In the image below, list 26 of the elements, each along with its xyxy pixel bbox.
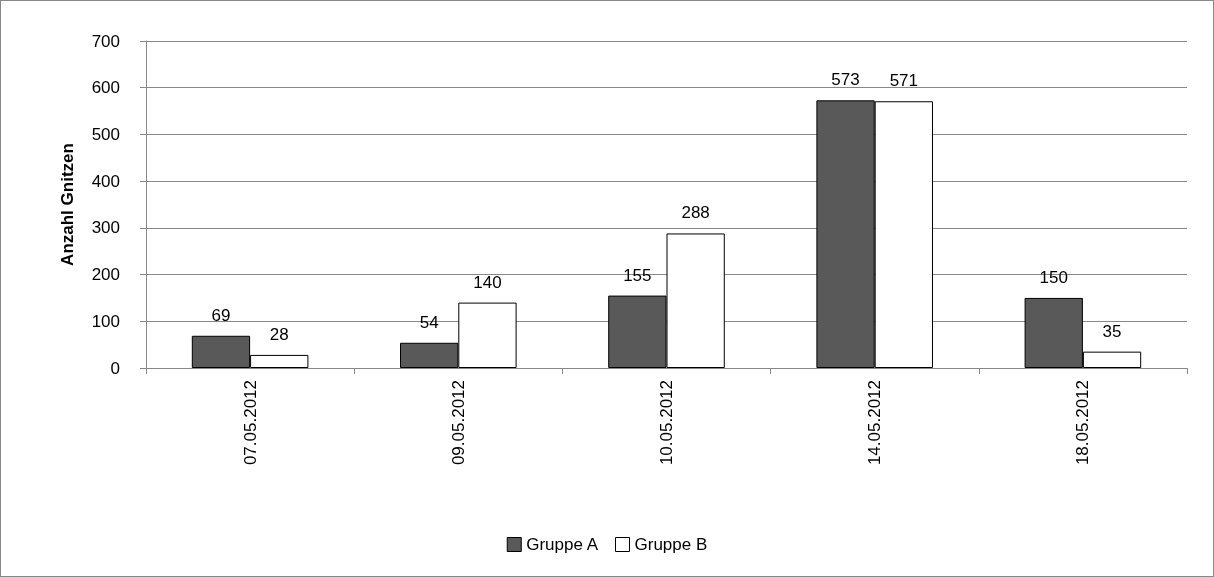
data-label: 573 bbox=[831, 70, 860, 90]
x-tick-label: 14.05.2012 bbox=[865, 380, 885, 466]
legend-label: Gruppe A bbox=[526, 535, 599, 554]
data-label: 28 bbox=[269, 324, 289, 344]
y-tick-label: 500 bbox=[91, 124, 120, 144]
data-label: 140 bbox=[473, 272, 502, 292]
y-tick-label: 400 bbox=[91, 171, 120, 191]
data-label: 54 bbox=[419, 312, 439, 332]
y-axis-title: Anzahl Gnitzen bbox=[58, 143, 77, 266]
legend-label: Gruppe B bbox=[634, 535, 708, 554]
x-tick-label: 09.05.2012 bbox=[448, 380, 468, 466]
x-tick-label: 18.05.2012 bbox=[1073, 380, 1093, 466]
y-tick-label: 200 bbox=[91, 265, 120, 285]
x-tick-label: 10.05.2012 bbox=[657, 380, 676, 466]
data-label: 35 bbox=[1102, 321, 1122, 341]
y-tick-label: 700 bbox=[91, 31, 120, 51]
y-tick-label: 0 bbox=[110, 358, 120, 378]
x-tick-label: 07.05.2012 bbox=[240, 380, 260, 466]
data-label: 150 bbox=[1039, 267, 1068, 287]
y-tick-label: 300 bbox=[91, 218, 120, 238]
data-label: 571 bbox=[889, 71, 919, 91]
data-label: 69 bbox=[211, 305, 231, 325]
y-tick-label: 600 bbox=[91, 78, 120, 98]
data-label: 155 bbox=[623, 265, 652, 285]
data-label: 288 bbox=[681, 203, 710, 223]
y-tick-label: 100 bbox=[91, 311, 120, 331]
